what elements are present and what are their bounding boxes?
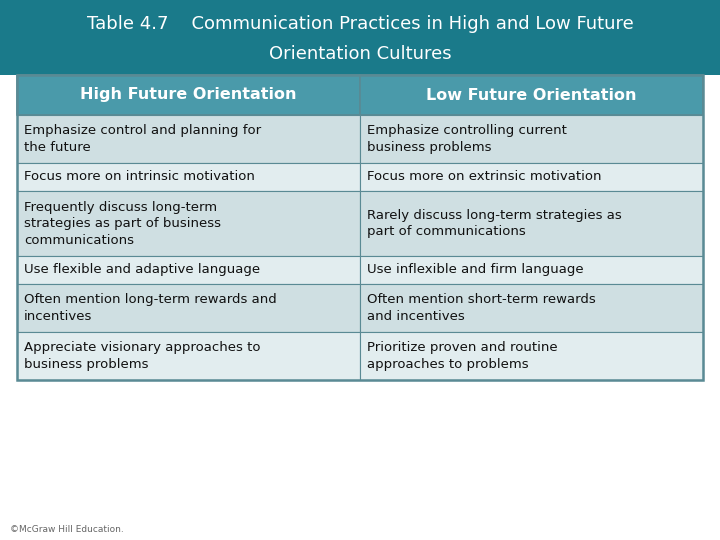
Text: Prioritize proven and routine
approaches to problems: Prioritize proven and routine approaches… xyxy=(367,341,557,371)
Text: Table 4.7    Communication Practices in High and Low Future: Table 4.7 Communication Practices in Hig… xyxy=(86,15,634,33)
FancyBboxPatch shape xyxy=(17,115,360,163)
FancyBboxPatch shape xyxy=(360,191,703,256)
Text: Often mention long-term rewards and
incentives: Often mention long-term rewards and ince… xyxy=(24,293,276,323)
FancyBboxPatch shape xyxy=(360,256,703,284)
FancyBboxPatch shape xyxy=(360,75,703,115)
FancyBboxPatch shape xyxy=(17,284,360,332)
Text: Focus more on intrinsic motivation: Focus more on intrinsic motivation xyxy=(24,171,255,184)
FancyBboxPatch shape xyxy=(360,163,703,191)
Text: Frequently discuss long-term
strategies as part of business
communications: Frequently discuss long-term strategies … xyxy=(24,200,221,246)
Text: Focus more on extrinsic motivation: Focus more on extrinsic motivation xyxy=(367,171,601,184)
FancyBboxPatch shape xyxy=(360,115,703,163)
FancyBboxPatch shape xyxy=(17,332,360,380)
FancyBboxPatch shape xyxy=(360,284,703,332)
Text: High Future Orientation: High Future Orientation xyxy=(80,87,297,103)
FancyBboxPatch shape xyxy=(17,191,360,256)
Text: Emphasize control and planning for
the future: Emphasize control and planning for the f… xyxy=(24,124,261,154)
Text: Use flexible and adaptive language: Use flexible and adaptive language xyxy=(24,264,260,276)
FancyBboxPatch shape xyxy=(17,256,360,284)
Text: Use inflexible and firm language: Use inflexible and firm language xyxy=(367,264,584,276)
Text: Rarely discuss long-term strategies as
part of communications: Rarely discuss long-term strategies as p… xyxy=(367,209,622,238)
Text: ©McGraw Hill Education.: ©McGraw Hill Education. xyxy=(10,525,124,534)
FancyBboxPatch shape xyxy=(17,75,360,115)
Text: Emphasize controlling current
business problems: Emphasize controlling current business p… xyxy=(367,124,567,154)
Text: Often mention short-term rewards
and incentives: Often mention short-term rewards and inc… xyxy=(367,293,595,323)
FancyBboxPatch shape xyxy=(17,163,360,191)
FancyBboxPatch shape xyxy=(360,332,703,380)
FancyBboxPatch shape xyxy=(0,0,720,75)
Text: Low Future Orientation: Low Future Orientation xyxy=(426,87,636,103)
Text: Orientation Cultures: Orientation Cultures xyxy=(269,45,451,63)
Text: Appreciate visionary approaches to
business problems: Appreciate visionary approaches to busin… xyxy=(24,341,261,371)
